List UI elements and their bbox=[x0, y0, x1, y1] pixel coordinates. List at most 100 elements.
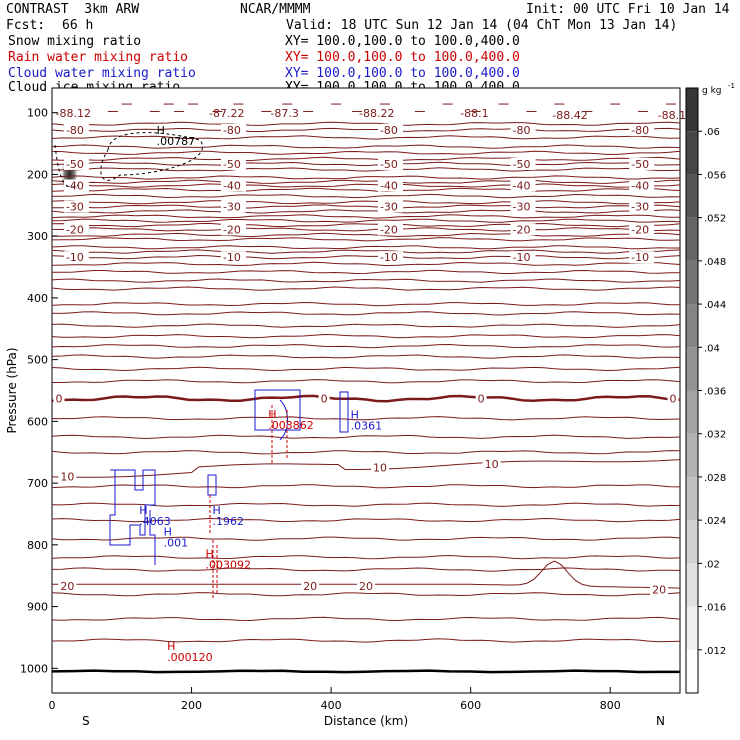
isotherm-10 bbox=[51, 459, 681, 478]
contour-label: -40 bbox=[223, 180, 241, 193]
contour-label-bg bbox=[377, 223, 403, 236]
contour-label-bg bbox=[357, 580, 376, 593]
y-tick-label: 1000 bbox=[20, 662, 48, 675]
isotherm-line bbox=[51, 638, 681, 643]
contour-label: -30 bbox=[513, 201, 531, 214]
isotherm-line bbox=[51, 121, 681, 126]
isotherm-line bbox=[51, 616, 681, 622]
isotherm--30 bbox=[51, 204, 681, 209]
contour-label-bg bbox=[63, 157, 89, 170]
contour-label-bg bbox=[220, 123, 246, 136]
minimum-value-label: -88.1 bbox=[658, 109, 686, 122]
contour-label-bg bbox=[58, 470, 77, 483]
contour-label-bg bbox=[629, 123, 655, 136]
minimum-value-label: -88.12 bbox=[55, 107, 90, 120]
contour-label-bg bbox=[220, 223, 246, 236]
colorbar-swatch bbox=[686, 260, 698, 305]
maximum-value-label: .003862 bbox=[268, 419, 314, 432]
isotherm-line bbox=[51, 502, 681, 507]
maximum-value-label: .00787 bbox=[157, 135, 196, 148]
contour-label-bg bbox=[377, 179, 403, 192]
maximum-marker: H bbox=[164, 526, 172, 539]
contour-label: 0 bbox=[670, 393, 677, 406]
colorbar-tick-label: .044 bbox=[704, 300, 726, 311]
contour-label-bg bbox=[377, 251, 403, 264]
contour-label: -20 bbox=[513, 223, 531, 236]
contour-label-bg bbox=[667, 392, 679, 405]
colorbar-tick-label: .012 bbox=[704, 646, 726, 657]
contour-label-bg bbox=[377, 157, 403, 170]
contour-label: -80 bbox=[631, 124, 649, 137]
colorbar-unit-exponent: -1 bbox=[728, 82, 735, 90]
x-tick-label: 800 bbox=[600, 699, 621, 712]
isotherm--20 bbox=[51, 227, 681, 232]
contour-label: 0 bbox=[478, 393, 485, 406]
colorbar-swatch bbox=[686, 131, 698, 175]
contour-label-bg bbox=[629, 179, 655, 192]
org-label: NCAR/MMMM bbox=[240, 2, 311, 17]
y-tick-label: 900 bbox=[27, 601, 48, 614]
colorbar-tick-label: .028 bbox=[704, 473, 726, 484]
contour-label-bg bbox=[650, 583, 669, 596]
maximum-value-label: .000120 bbox=[167, 651, 213, 664]
contour-label-bg bbox=[482, 458, 501, 471]
colorbar-swatch bbox=[686, 304, 698, 348]
contour-label: 20 bbox=[60, 580, 74, 593]
legend-cloud-water-label: Cloud water mixing ratio bbox=[8, 66, 196, 81]
minimum-value-label: -87.22 bbox=[209, 107, 244, 120]
contour-label-bg bbox=[220, 251, 246, 264]
isotherm-line bbox=[51, 450, 681, 455]
isotherm-line bbox=[51, 179, 681, 184]
legend-rain-xy: XY= 100.0,100.0 to 100.0,400.0 bbox=[285, 50, 520, 65]
minimum-value-label: -88.22 bbox=[359, 107, 394, 120]
contour-label: 0 bbox=[321, 393, 328, 406]
colorbar-swatch bbox=[686, 217, 698, 261]
legend-snow-label: Snow mixing ratio bbox=[8, 34, 142, 49]
colorbar-swatch bbox=[686, 606, 698, 650]
minimum-value-label: -88.1 bbox=[460, 107, 488, 120]
valid-time: Valid: 18 UTC Sun 12 Jan 14 (04 ChT Mon … bbox=[286, 18, 678, 33]
contour-label: -40 bbox=[513, 180, 531, 193]
maximum-value-label: .0361 bbox=[351, 419, 383, 432]
maximum-marker: H bbox=[268, 408, 276, 421]
contour-label-bg bbox=[370, 461, 389, 474]
y-tick-label: 400 bbox=[27, 292, 48, 305]
contour-label-bg bbox=[510, 251, 536, 264]
isotherm-line bbox=[51, 434, 681, 440]
isotherm-line bbox=[51, 301, 680, 307]
isotherm-line bbox=[51, 366, 681, 372]
contour-label: -30 bbox=[223, 201, 241, 214]
maximum-value-label: .4063 bbox=[139, 515, 171, 528]
maximum-value-label: .001 bbox=[164, 537, 189, 550]
contour-label-bg bbox=[377, 123, 403, 136]
colorbar-tick-label: .056 bbox=[704, 170, 726, 181]
colorbar-tick-label: .04 bbox=[704, 343, 720, 354]
contour-label: -50 bbox=[513, 158, 531, 171]
contour-label: -80 bbox=[223, 124, 241, 137]
isotherm--80 bbox=[51, 127, 681, 132]
contour-label: -20 bbox=[631, 223, 649, 236]
colorbar-swatch bbox=[686, 520, 698, 564]
contour-label-bg bbox=[220, 200, 246, 213]
x-tick-label: 200 bbox=[181, 699, 202, 712]
isotherm-line bbox=[51, 218, 681, 223]
isotherm-line bbox=[51, 278, 681, 283]
contour-label: 20 bbox=[303, 580, 317, 593]
contour-label-bg bbox=[629, 223, 655, 236]
contour-label-bg bbox=[377, 200, 403, 213]
isotherm--40 bbox=[51, 183, 681, 188]
colorbar-tick-label: .048 bbox=[704, 257, 726, 268]
surface-line bbox=[51, 669, 680, 674]
contour-label-bg bbox=[220, 179, 246, 192]
contour-label: -80 bbox=[66, 124, 84, 137]
contour-label-bg bbox=[475, 392, 487, 405]
contour-label-bg bbox=[53, 392, 65, 405]
isotherm-line bbox=[51, 175, 681, 180]
contour-label: -80 bbox=[380, 124, 398, 137]
contour-label-bg bbox=[510, 123, 536, 136]
isotherm--50 bbox=[51, 161, 681, 167]
isotherm-line bbox=[51, 311, 681, 316]
isotherm-line bbox=[51, 554, 681, 560]
legend-cloud-water-xy: XY= 100.0,100.0 to 100.0,400.0 bbox=[285, 66, 520, 81]
